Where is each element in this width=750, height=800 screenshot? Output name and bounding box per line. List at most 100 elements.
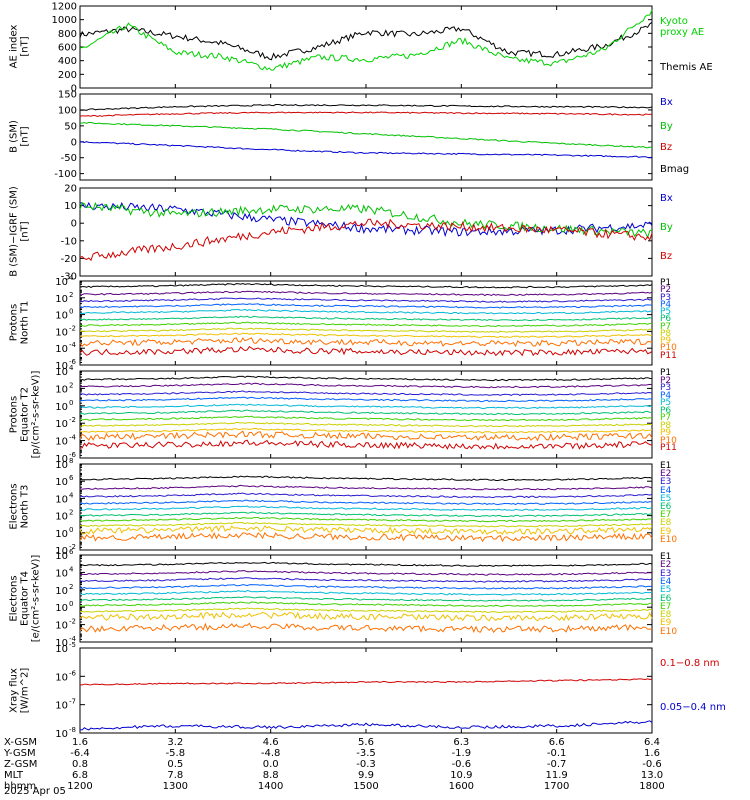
ephemeris-row-label: Z-GSM — [4, 759, 38, 770]
ephemeris-value: 6.4 — [644, 737, 660, 748]
ae-tick-label: 800 — [58, 29, 77, 40]
b-legend-item: By — [660, 121, 673, 132]
p2-legend-p6: P6 — [660, 405, 672, 416]
ephemeris-value: -6.4 — [70, 748, 90, 759]
p1-legend-p2: P2 — [660, 285, 672, 296]
ephemeris-value: 10.9 — [450, 770, 473, 781]
p2-channel-p11 — [79, 439, 653, 450]
p1-tick-exponent: -2 — [69, 324, 76, 332]
ephemeris-value: 1400 — [257, 781, 284, 792]
ephemeris-value: -3.5 — [356, 748, 376, 759]
db-tick-label: -10 — [61, 236, 77, 247]
e3-legend-e9: E9 — [660, 526, 672, 537]
p1-tick-label: 10 — [55, 327, 68, 338]
x-legend-item: 0.1−0.8 nm — [660, 658, 720, 669]
e4-channel-e5 — [79, 589, 653, 596]
e3-channel-e5 — [79, 505, 653, 511]
ephemeris-value: -0.6 — [451, 759, 472, 770]
e3-legend-e10: E10 — [660, 534, 678, 545]
db-tick-label: 0 — [71, 219, 77, 230]
e4-legend-e2: E2 — [660, 560, 672, 571]
ephemeris-row-label: hhmm — [4, 781, 37, 792]
p2-tick-exponent: 0 — [69, 399, 73, 407]
e4-axis-title: [e/(cm²-s-sr-keV)] — [30, 554, 42, 642]
ephemeris-value: -0.7 — [546, 759, 567, 770]
ephemeris-value: 5.6 — [358, 737, 374, 748]
ephemeris-value: 1200 — [67, 781, 93, 792]
p2-tick-label: 10 — [55, 384, 68, 395]
p2-channel-p10 — [79, 430, 653, 442]
p2-channel-p7 — [79, 415, 653, 422]
e4-legend-e6: E6 — [660, 593, 672, 604]
p1-channel-p6 — [79, 315, 653, 322]
e3-tick-exponent: 4 — [69, 491, 74, 499]
e3-legend-e2: E2 — [660, 469, 672, 480]
b-series-by — [79, 121, 653, 149]
e4-legend-e7: E7 — [660, 601, 672, 612]
ephemeris-value: 1300 — [162, 781, 189, 792]
p2-tick-exponent: -2 — [69, 416, 76, 424]
e4-channel-e2 — [79, 570, 653, 576]
p2-channel-p3 — [79, 390, 653, 396]
ae-tick-label: 200 — [58, 70, 77, 81]
e3-tick-label: 10 — [55, 512, 68, 523]
ephemeris-value: -0.6 — [642, 759, 662, 770]
db-tick-label: -20 — [61, 254, 77, 265]
e4-tick-label: 10 — [55, 551, 68, 562]
ephemeris-value: -4.8 — [260, 748, 281, 759]
db-legend-item: Bz — [660, 251, 673, 262]
db-series-bz — [79, 218, 653, 262]
e4-frame — [79, 554, 653, 643]
date-label: 2025 Apr 05 — [4, 786, 66, 797]
x-tick-exponent: -5 — [69, 641, 76, 649]
ephemeris-value: 4.6 — [262, 737, 279, 748]
p2-channel-p8 — [79, 421, 652, 428]
ae-legend-item: proxy AE — [660, 27, 705, 38]
db-tick-label: 20 — [64, 184, 77, 195]
p2-axis-title: [p/(cm²-s-sr-keV)] — [30, 370, 42, 458]
e3-channel-e6 — [79, 511, 653, 518]
p1-legend-p7: P7 — [660, 321, 672, 332]
e3-tick-exponent: 2 — [69, 509, 73, 517]
ae-tick-label: 400 — [58, 56, 77, 67]
p1-channel-p11 — [79, 346, 653, 357]
e4-channel-e3 — [79, 577, 653, 583]
p2-legend-p10: P10 — [660, 435, 677, 446]
x-tick-exponent: -6 — [69, 669, 77, 677]
p1-frame — [79, 280, 653, 366]
e3-channel-e1 — [79, 475, 653, 482]
p2-legend-p2: P2 — [660, 375, 672, 386]
ephemeris-value: 6.8 — [72, 770, 88, 781]
p2-tick-exponent: -6 — [69, 451, 77, 459]
ephemeris-value: 8.8 — [262, 770, 279, 781]
e4-legend-e5: E5 — [660, 585, 672, 596]
ephemeris-value: 1.6 — [644, 748, 660, 759]
e3-tick-exponent: 0 — [69, 526, 73, 534]
ephemeris-value: -0.1 — [546, 748, 567, 759]
p1-tick-exponent: 0 — [69, 308, 73, 316]
p1-tick-label: 10 — [55, 361, 68, 372]
e4-legend-e3: E3 — [660, 568, 672, 579]
x-axis-title: [W/m^2] — [19, 667, 31, 713]
p1-tick-exponent: 4 — [69, 274, 74, 282]
e4-channel-e9 — [79, 611, 653, 622]
p2-legend-p11: P11 — [660, 443, 677, 454]
e4-tick-exponent: -2 — [69, 618, 76, 626]
ephemeris-value: -0.3 — [356, 759, 376, 770]
ephemeris-value: -1.9 — [451, 748, 472, 759]
p2-tick-label: 10 — [55, 454, 68, 465]
p2-tick-exponent: 4 — [69, 364, 74, 372]
b-series-bx — [80, 141, 653, 159]
e4-tick-exponent: 2 — [69, 583, 73, 591]
ephemeris-value: 6.3 — [453, 737, 470, 748]
ephemeris-value: 7.8 — [167, 770, 184, 781]
p1-tick-label: 10 — [55, 344, 68, 355]
p1-tick-label: 10 — [55, 294, 68, 305]
e3-channel-e4 — [79, 499, 653, 506]
e4-channel-e1 — [79, 561, 653, 567]
b-legend-item: Bz — [660, 142, 673, 153]
e3-tick-label: 10 — [55, 546, 68, 557]
x-series-soft — [79, 720, 653, 731]
e4-tick-label: 10 — [55, 621, 68, 632]
b-series-bmag — [79, 103, 653, 111]
